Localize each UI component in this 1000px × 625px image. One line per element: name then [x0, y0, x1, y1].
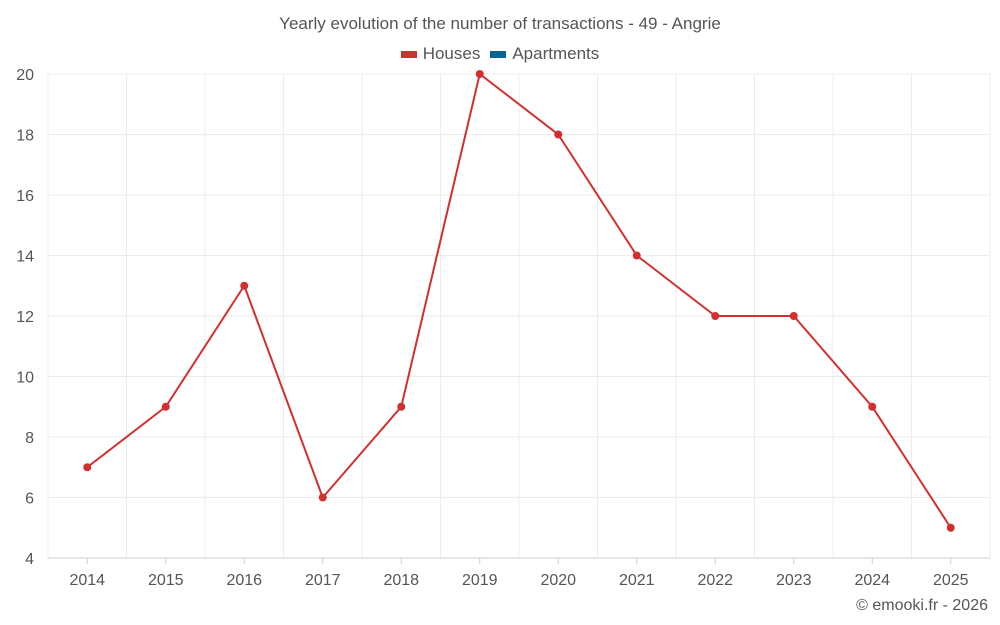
- y-tick-label: 18: [16, 128, 34, 145]
- legend-item-apartments[interactable]: Apartments: [490, 44, 599, 64]
- x-tick-label: 2018: [383, 572, 419, 589]
- data-point-houses-2020: [554, 130, 563, 139]
- y-tick-label: 6: [25, 491, 34, 508]
- x-tick-label: 2021: [619, 572, 655, 589]
- data-point-houses-2015: [161, 402, 170, 411]
- data-point-houses-2022: [711, 312, 720, 320]
- x-tick-label: 2023: [776, 572, 812, 589]
- y-tick-label: 14: [16, 249, 34, 266]
- data-point-houses-2017: [318, 493, 327, 502]
- legend-label-apartments: Apartments: [512, 44, 600, 63]
- data-point-houses-2025: [946, 523, 955, 532]
- data-point-houses-2019: [475, 70, 484, 78]
- data-point-houses-2023: [789, 312, 798, 320]
- data-point-houses-2024: [868, 402, 877, 411]
- y-tick-label: 20: [16, 67, 34, 84]
- y-tick-label: 16: [16, 188, 34, 205]
- data-point-houses-2021: [632, 251, 641, 260]
- x-tick-label: 2015: [148, 572, 184, 589]
- data-point-houses-2016: [240, 281, 249, 290]
- x-tick-label: 2016: [226, 572, 262, 589]
- series-line-houses: [86, 73, 952, 529]
- data-point-houses-2014: [83, 463, 92, 472]
- y-tick-label: 10: [16, 370, 34, 387]
- chart-legend: Houses Apartments: [0, 44, 1000, 64]
- x-tick-label: 2017: [305, 572, 341, 589]
- x-tick-label: 2020: [540, 572, 576, 589]
- x-tick-label: 2019: [462, 572, 498, 589]
- x-tick-label: 2025: [933, 572, 969, 589]
- y-tick-label: 8: [25, 430, 34, 447]
- x-tick-label: 2014: [69, 572, 105, 589]
- chart-title: Yearly evolution of the number of transa…: [279, 14, 721, 33]
- data-point-houses-2018: [397, 402, 406, 411]
- legend-item-houses[interactable]: Houses: [400, 44, 481, 64]
- legend-swatch-apartments: [490, 50, 507, 58]
- credit-text: © emooki.fr - 2026: [856, 597, 988, 614]
- x-tick-label: 2024: [854, 572, 890, 589]
- y-tick-label: 12: [16, 309, 34, 326]
- legend-swatch-houses: [400, 50, 417, 58]
- y-tick-label: 4: [25, 551, 34, 568]
- legend-label-houses: Houses: [422, 44, 481, 63]
- x-tick-label: 2022: [697, 572, 733, 589]
